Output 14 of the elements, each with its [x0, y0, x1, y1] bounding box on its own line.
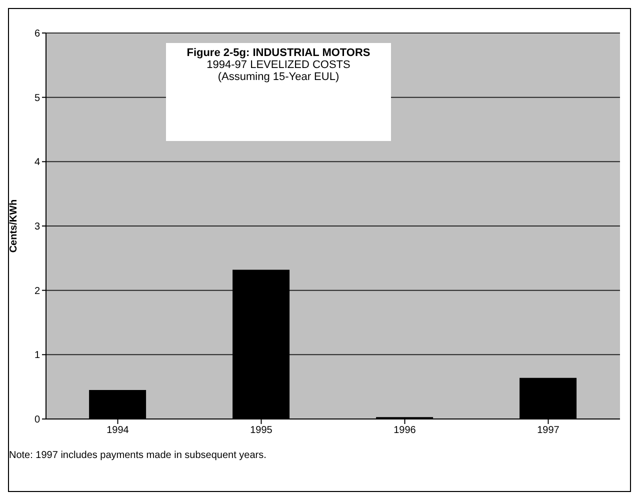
y-tick-label: 0 — [34, 414, 40, 426]
y-tick-label: 6 — [34, 28, 40, 40]
y-tick-label: 1 — [34, 350, 40, 362]
y-tick-label: 2 — [34, 286, 40, 297]
y-tick-label: 5 — [34, 92, 40, 104]
y-tick-label: 4 — [34, 157, 40, 168]
text: Note: 1997 includes payments made in subsequent years. — [9, 450, 266, 461]
x-tick-label: 1996 — [394, 425, 416, 436]
y-tick-label: 3 — [34, 222, 40, 233]
x-tick-label: 1997 — [537, 425, 560, 436]
x-tick-label: 1995 — [250, 425, 273, 436]
y-axis-title: Cents/KWh — [8, 199, 20, 253]
x-tick-label: 1994 — [106, 425, 130, 436]
title-box: Figure 2-5g: INDUSTRIAL MOTORS 1994-97 LEVELIZED COSTS (Assuming 15-Year EUL) — [166, 43, 391, 141]
